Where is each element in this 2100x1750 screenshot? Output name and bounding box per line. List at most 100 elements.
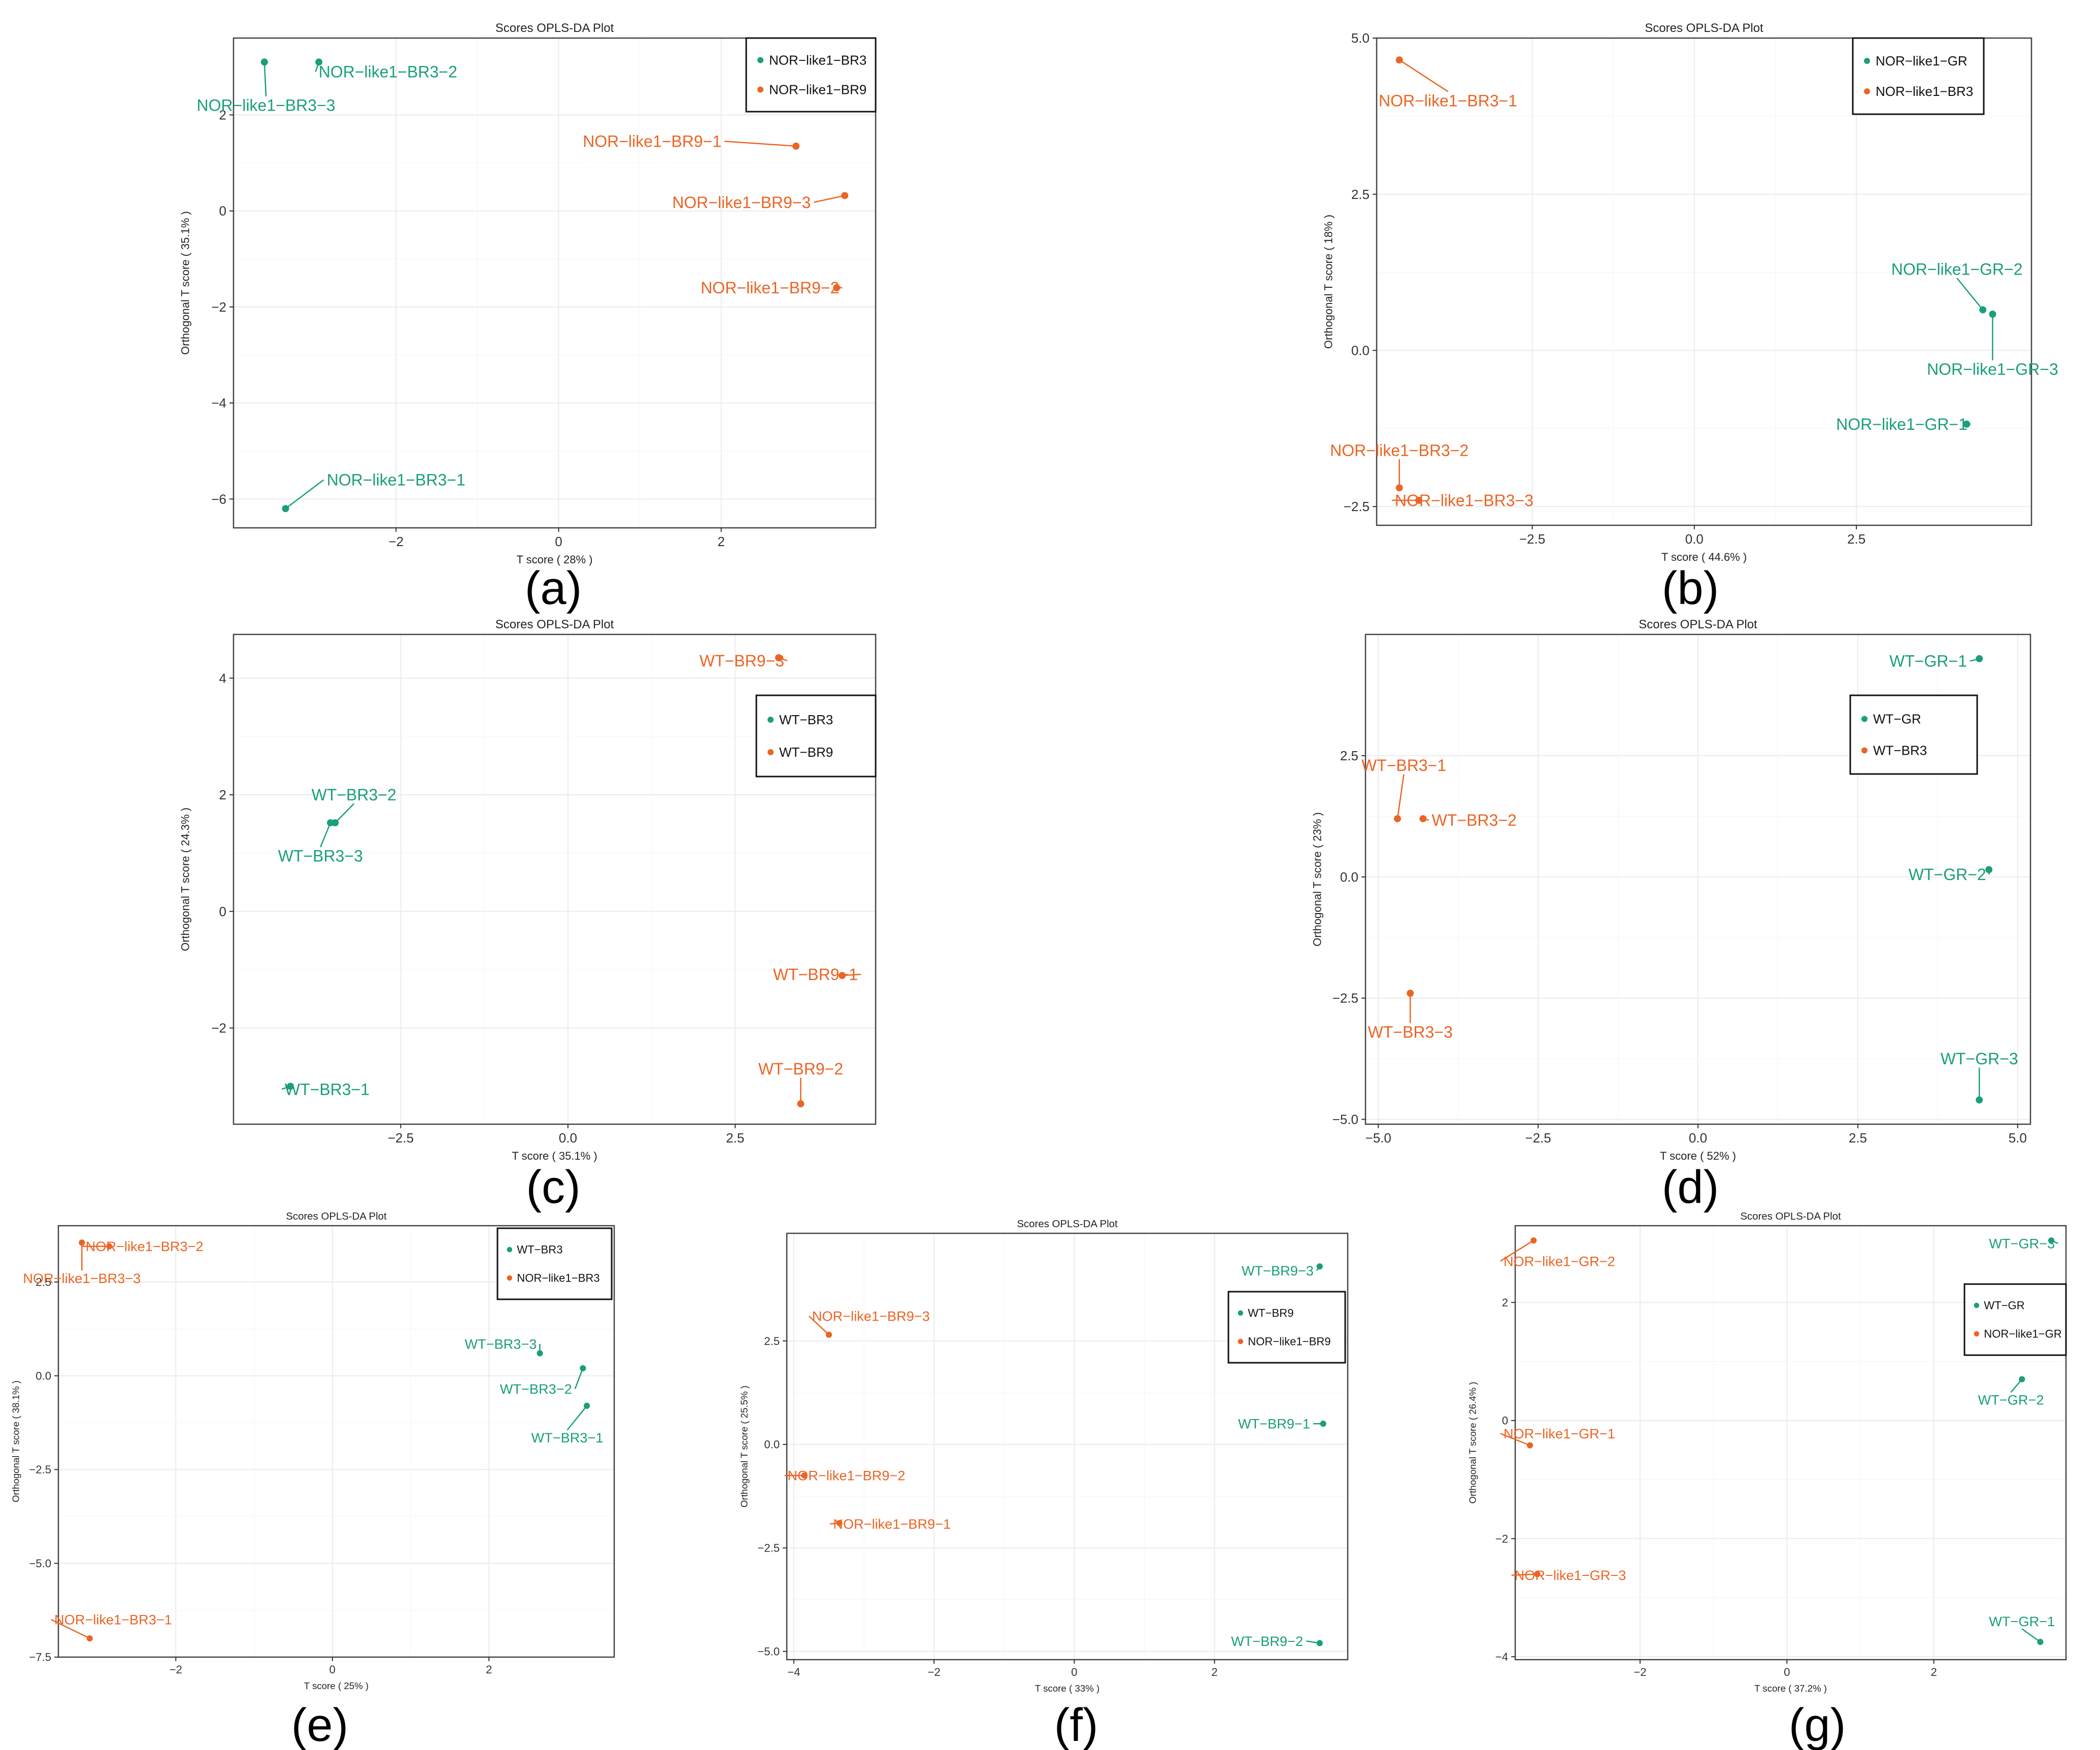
legend-marker [507, 1247, 513, 1253]
y-tick-label: −4 [211, 395, 226, 411]
y-tick-label: −2.5 [1332, 991, 1358, 1006]
x-tick-label: −2 [170, 1663, 182, 1676]
panel-caption: (a) [525, 562, 582, 614]
point-label: WT−BR3−1 [531, 1430, 603, 1445]
legend-marker [1864, 58, 1870, 64]
legend-marker [507, 1275, 513, 1281]
legend-label: NOR−like1−GR [1876, 53, 1968, 69]
data-point [2037, 1639, 2044, 1645]
x-axis-label: T score ( 35.1% ) [512, 1150, 597, 1162]
legend-label: NOR−like1−GR [1984, 1328, 2061, 1340]
x-axis-label: T score ( 33% ) [1035, 1683, 1099, 1694]
leader-line [566, 1405, 587, 1431]
data-point [1963, 420, 1971, 428]
panel-c: −2.5 0.0 2.5 −2 0 2 4 Scores OPLS-DA Plot T scor… [179, 618, 877, 1213]
leader-line [335, 803, 355, 823]
point-label: NOR−like1−BR9−1 [833, 1516, 951, 1532]
y-tick-label: −2.5 [757, 1542, 780, 1555]
x-tick-label: −2 [927, 1666, 940, 1678]
data-point-group: WT−BR9−2 [758, 1060, 843, 1107]
data-point-group: NOR−like1−BR3−2 [82, 1238, 204, 1254]
data-point [583, 1402, 590, 1409]
data-point-group: NOR−like1−BR9−3 [808, 1308, 930, 1338]
data-point-group: NOR−like1−GR−2 [1891, 260, 2023, 314]
legend-label: WT−BR3 [1873, 743, 1927, 758]
leader-line [808, 1316, 829, 1335]
legend-box [496, 1227, 613, 1300]
panel-a: −2 0 2 −6 −4 −2 0 2 Scores OPLS-DA Plot T score (… [179, 21, 877, 614]
point-label: WT−BR3−3 [1368, 1023, 1453, 1041]
leader-line [320, 822, 331, 848]
y-tick-label: 2.5 [1351, 187, 1370, 202]
y-tick-label: 2.5 [1340, 748, 1358, 763]
data-point-group: WT−BR9−1 [1238, 1416, 1326, 1432]
y-tick-label: 2 [219, 107, 226, 122]
y-tick-label: −7.5 [29, 1651, 51, 1664]
x-tick-label: −2.5 [1519, 531, 1545, 547]
data-point-group: NOR−like1−BR3−1 [1379, 56, 1517, 110]
y-tick-label: 4 [219, 670, 226, 686]
x-tick-label: 2 [486, 1663, 492, 1676]
data-point [1534, 1571, 1541, 1577]
panel-e: −2 0 2 −7.5 −5.0 −2.5 0.0 2.5 Scores OPLS-DA Plo… [11, 1211, 615, 1750]
data-point [1316, 1640, 1323, 1646]
point-label: WT−BR3−1 [285, 1080, 370, 1098]
legend-marker [1861, 716, 1868, 722]
data-point [1316, 1263, 1323, 1270]
legend: NOR−like1−GR NOR−like1−BR3 [1852, 37, 1985, 115]
x-tick-label: −2 [1634, 1666, 1646, 1678]
data-point-group: NOR−like1−GR−3 [1511, 1567, 1626, 1583]
data-point [1989, 311, 1996, 318]
y-tick-label: 2 [1502, 1296, 1508, 1309]
point-label: WT−GR−3 [1941, 1050, 2018, 1068]
point-label: WT−BR9−3 [1242, 1263, 1314, 1278]
y-tick-label: −2.5 [29, 1463, 51, 1476]
data-point [792, 142, 800, 150]
point-label: WT−BR3−2 [312, 786, 396, 804]
point-label: NOR−like1−GR−2 [1891, 260, 2023, 279]
leader-line [1399, 59, 1449, 92]
y-axis-label: Orthogonal T score ( 38.1% ) [11, 1381, 21, 1502]
y-tick-label: −2 [211, 1021, 226, 1036]
data-point-group: WT−GR−3 [1941, 1050, 2018, 1104]
point-label: NOR−like1−BR3−1 [54, 1612, 172, 1628]
y-tick-label: 2.5 [36, 1276, 51, 1289]
legend-label: NOR−like1−BR3 [517, 1272, 599, 1285]
point-label: WT−BR3−2 [500, 1381, 572, 1397]
x-tick-label: 0.0 [559, 1130, 577, 1146]
data-point-group: WT−BR3−1 [1361, 756, 1446, 823]
data-point [86, 1635, 93, 1642]
leader-line [574, 1368, 584, 1389]
x-axis-label: T score ( 37.2% ) [1754, 1683, 1827, 1694]
data-point [1419, 815, 1427, 823]
data-point-group: NOR−like1−BR9−1 [830, 1516, 951, 1532]
data-point [1530, 1237, 1537, 1244]
legend-marker [768, 717, 774, 723]
chart-title: Scores OPLS-DA Plot [1740, 1211, 1841, 1222]
legend-box [745, 37, 877, 113]
data-point [315, 58, 323, 66]
data-point-group: WT−BR3−3 [464, 1336, 543, 1357]
chart-title: Scores OPLS-DA Plot [1017, 1219, 1118, 1230]
legend-box [1852, 37, 1985, 115]
y-tick-label: 2 [219, 787, 226, 802]
data-point [1976, 1096, 1983, 1104]
y-axis-label: Orthogonal T score ( 26.4% ) [1468, 1382, 1478, 1503]
chart-title: Scores OPLS-DA Plot [1639, 618, 1757, 631]
legend-label: NOR−like1−BR3 [1876, 84, 1973, 99]
data-point [836, 1520, 843, 1526]
point-label: NOR−like1−BR3−1 [1379, 91, 1517, 110]
x-tick-label: 0 [329, 1663, 336, 1676]
leader-line [724, 141, 796, 147]
data-point-group: WT−GR−2 [1909, 865, 1993, 884]
data-point-group: NOR−like1−BR3−1 [51, 1612, 172, 1642]
plot-frame [57, 1225, 615, 1658]
y-tick-label: 0 [219, 204, 226, 219]
y-tick-label: 0 [1502, 1415, 1508, 1427]
legend-marker [1238, 1310, 1244, 1316]
y-axis-label: Orthogonal T score ( 25.5% ) [739, 1386, 750, 1507]
x-axis-label: T score ( 25% ) [304, 1680, 369, 1691]
legend-marker [1864, 88, 1870, 94]
data-point-group: WT−BR3−2 [1419, 811, 1517, 829]
data-point-group: WT−BR3−3 [278, 819, 363, 865]
